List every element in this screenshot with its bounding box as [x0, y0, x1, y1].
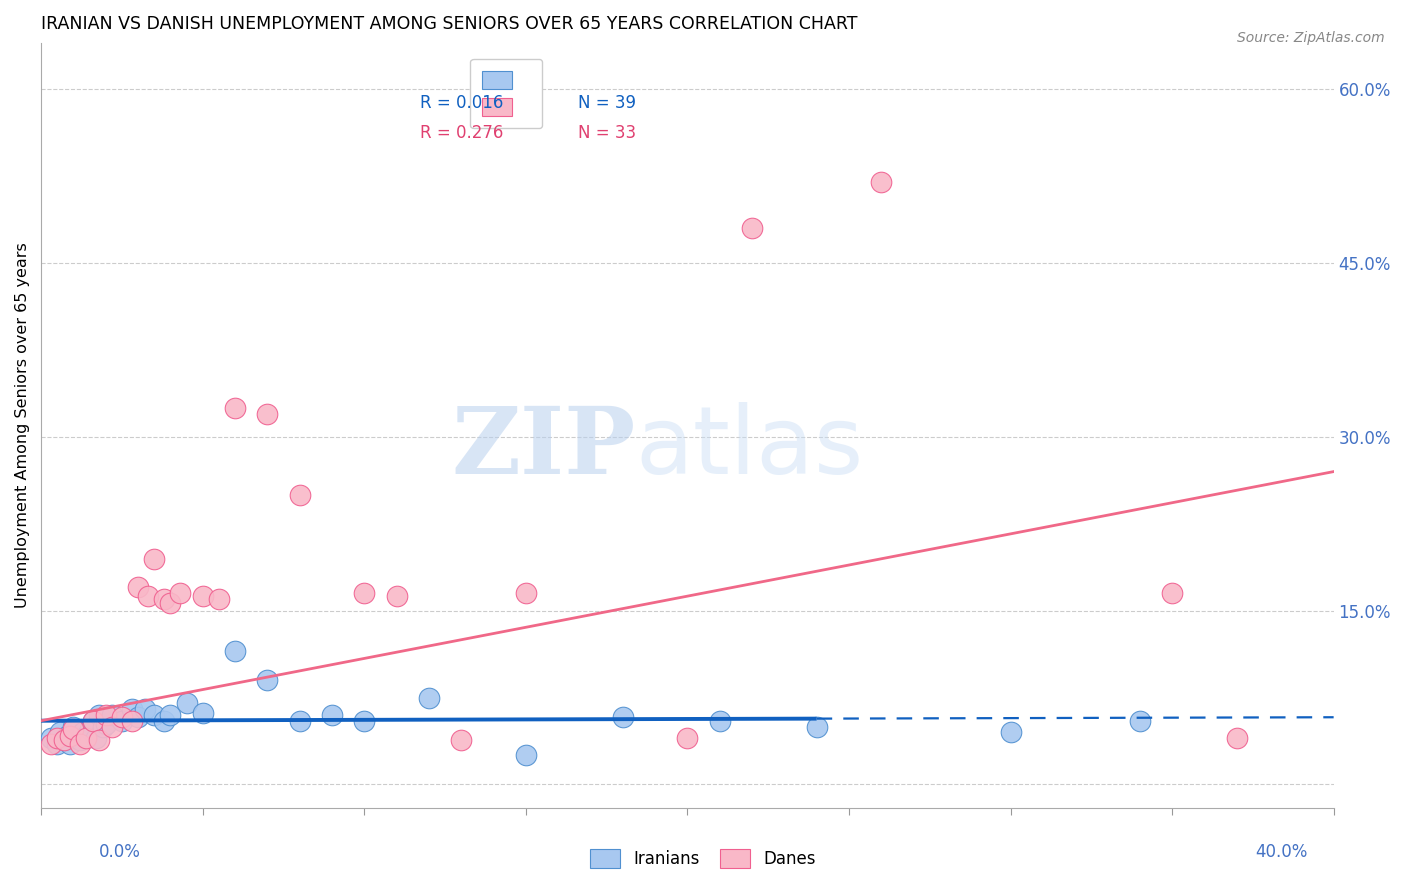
Point [59, 737, 82, 751]
Legend: Iranians, Danes: Iranians, Danes [583, 843, 823, 875]
Point [69, 733, 91, 747]
Point [153, 714, 176, 728]
Point [94, 707, 117, 722]
Point [121, 702, 143, 716]
Point [1226, 731, 1249, 745]
Point [79, 722, 101, 736]
Point [191, 706, 214, 720]
Point [101, 707, 124, 722]
Text: R = 0.276: R = 0.276 [420, 124, 503, 142]
Point [91, 719, 114, 733]
Point [676, 731, 699, 745]
Legend:  ,  : , [471, 59, 543, 128]
Point [136, 589, 159, 603]
Point [208, 592, 231, 607]
Point [82, 714, 104, 728]
Text: N = 39: N = 39 [578, 95, 636, 112]
Point [52, 733, 75, 747]
Point [143, 551, 166, 566]
Point [224, 644, 246, 658]
Point [612, 710, 634, 724]
Point [1129, 714, 1152, 728]
Point [1161, 586, 1184, 600]
Point [89, 707, 111, 722]
Point [52, 733, 75, 747]
Text: Source: ZipAtlas.com: Source: ZipAtlas.com [1237, 31, 1385, 45]
Point [143, 707, 166, 722]
Point [256, 673, 278, 688]
Point [321, 707, 343, 722]
Text: N = 33: N = 33 [578, 124, 636, 142]
Point [121, 714, 143, 728]
Text: 40.0%: 40.0% [1256, 843, 1308, 861]
Point [224, 401, 246, 415]
Point [75, 731, 97, 745]
Point [69, 737, 91, 751]
Y-axis label: Unemployment Among Seniors over 65 years: Unemployment Among Seniors over 65 years [15, 243, 30, 608]
Point [176, 696, 198, 710]
Text: ZIP: ZIP [451, 403, 636, 493]
Point [66, 731, 89, 745]
Point [353, 586, 375, 600]
Text: 0.0%: 0.0% [98, 843, 141, 861]
Point [89, 733, 111, 747]
Point [84, 731, 107, 745]
Point [134, 702, 156, 716]
Point [159, 707, 181, 722]
Point [153, 592, 176, 607]
Text: atlas: atlas [636, 402, 863, 494]
Point [62, 719, 84, 733]
Point [94, 717, 117, 731]
Point [385, 589, 408, 603]
Text: IRANIAN VS DANISH UNEMPLOYMENT AMONG SENIORS OVER 65 YEARS CORRELATION CHART: IRANIAN VS DANISH UNEMPLOYMENT AMONG SEN… [41, 15, 858, 33]
Point [46, 737, 69, 751]
Point [46, 731, 69, 745]
Point [741, 221, 763, 235]
Point [82, 714, 104, 728]
Point [39, 731, 62, 745]
Point [515, 748, 537, 763]
Text: R = 0.016: R = 0.016 [420, 95, 503, 112]
Point [101, 719, 124, 733]
Point [111, 714, 134, 728]
Point [111, 710, 134, 724]
Point [288, 714, 311, 728]
Point [127, 710, 149, 724]
Point [806, 719, 828, 733]
Point [450, 733, 472, 747]
Point [288, 488, 311, 502]
Point [1000, 725, 1022, 739]
Point [169, 586, 191, 600]
Point [418, 690, 440, 705]
Point [256, 407, 278, 421]
Point [72, 725, 94, 739]
Point [49, 725, 72, 739]
Point [39, 737, 62, 751]
Point [75, 729, 97, 743]
Point [159, 595, 181, 609]
Point [56, 729, 79, 743]
Point [62, 722, 84, 736]
Point [127, 581, 149, 595]
Point [870, 175, 893, 189]
Point [709, 714, 731, 728]
Point [191, 589, 214, 603]
Point [515, 586, 537, 600]
Point [59, 729, 82, 743]
Point [353, 714, 375, 728]
